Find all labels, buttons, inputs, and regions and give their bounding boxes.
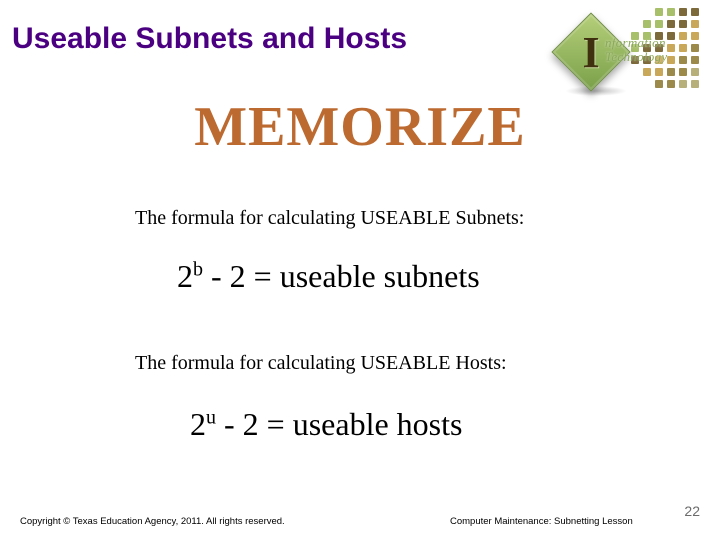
formula-hosts-rest: - 2 = useable hosts	[216, 406, 462, 442]
logo-dot	[667, 32, 675, 40]
logo-text-line2: Technology	[605, 49, 667, 64]
logo-text: nformation Technology	[605, 36, 667, 63]
logo-dot	[679, 56, 687, 64]
formula-subnets-rest: - 2 = useable subnets	[203, 258, 480, 294]
logo-dot	[643, 80, 651, 88]
hosts-intro-text: The formula for calculating USEABLE Host…	[135, 352, 507, 375]
logo-dot	[667, 20, 675, 28]
logo-dot	[679, 44, 687, 52]
logo-dot	[679, 80, 687, 88]
logo-dot	[691, 32, 699, 40]
logo-dot	[691, 56, 699, 64]
logo-dot	[679, 20, 687, 28]
logo-dot	[691, 80, 699, 88]
formula-hosts-exp: u	[206, 406, 216, 428]
logo-dot	[667, 44, 675, 52]
slide-title: Useable Subnets and Hosts	[12, 22, 407, 56]
logo-dot	[691, 68, 699, 76]
logo-dot	[691, 44, 699, 52]
formula-subnets-base: 2	[177, 258, 193, 294]
logo-dot	[667, 80, 675, 88]
logo-dot	[643, 68, 651, 76]
formula-hosts: 2u - 2 = useable hosts	[190, 406, 462, 443]
logo: I nformation Technology	[535, 8, 700, 103]
logo-dot	[679, 32, 687, 40]
formula-subnets-exp: b	[193, 258, 203, 280]
subnets-intro-text: The formula for calculating USEABLE Subn…	[135, 207, 524, 230]
slide: Useable Subnets and Hosts I nformation T…	[0, 0, 720, 540]
logo-dot	[655, 68, 663, 76]
logo-dot	[643, 8, 651, 16]
formula-subnets: 2b - 2 = useable subnets	[177, 258, 480, 295]
footer-copyright: Copyright © Texas Education Agency, 2011…	[20, 516, 285, 527]
logo-dot	[691, 20, 699, 28]
footer-pagenum: 22	[684, 503, 700, 519]
logo-dot	[655, 20, 663, 28]
logo-dot	[679, 68, 687, 76]
logo-dot	[667, 68, 675, 76]
logo-dot	[631, 20, 639, 28]
formula-hosts-base: 2	[190, 406, 206, 442]
memorize-heading: MEMORIZE	[0, 95, 720, 159]
logo-dot	[643, 20, 651, 28]
logo-dot	[679, 8, 687, 16]
logo-dot	[631, 80, 639, 88]
logo-dot	[667, 56, 675, 64]
logo-dot	[667, 8, 675, 16]
logo-dot	[691, 8, 699, 16]
logo-dot	[631, 8, 639, 16]
logo-dot	[655, 80, 663, 88]
logo-dot	[631, 68, 639, 76]
footer-lesson: Computer Maintenance: Subnetting Lesson	[450, 516, 633, 527]
logo-dot	[655, 8, 663, 16]
